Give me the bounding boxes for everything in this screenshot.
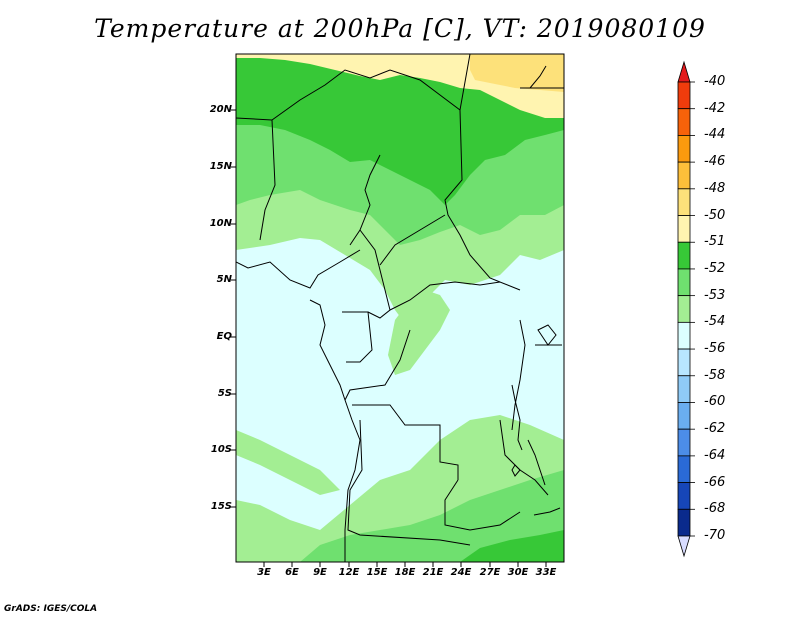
- colorbar-label: -64: [704, 447, 726, 463]
- lake-outline: [511, 464, 521, 477]
- border-line: [352, 404, 459, 480]
- colorbar-label: -40: [704, 74, 726, 89]
- colorbar-label: -66: [704, 474, 726, 490]
- colorbar-label: -68: [704, 501, 726, 517]
- coastline: [236, 249, 361, 289]
- colorbar-cap-top: [677, 60, 691, 83]
- colorbar-segment: [677, 188, 691, 216]
- colorbar-label: -50: [704, 207, 726, 223]
- lat-label: 5N: [216, 274, 232, 285]
- border-line: [444, 109, 501, 283]
- colorbar-label: -44: [704, 127, 726, 143]
- credit-text: GrADS: IGES/COLA: [4, 604, 98, 614]
- country-borders: [236, 54, 564, 562]
- lon-label: 21E: [422, 567, 444, 578]
- colorbar-segment: [677, 81, 691, 110]
- map-frame: [235, 53, 565, 563]
- colorbar-segment: [677, 268, 691, 297]
- coastline: [529, 65, 547, 89]
- colorbar-label: -42: [704, 100, 726, 116]
- lon-label: 6E: [285, 567, 299, 578]
- colorbar-label: -60: [704, 394, 726, 410]
- colorbar-label: -62: [704, 421, 726, 437]
- colorbar-label: -52: [704, 260, 726, 276]
- border-line: [359, 229, 391, 319]
- lon-label: 30E: [507, 567, 529, 578]
- colorbar-segment: [677, 402, 691, 430]
- border-line: [259, 119, 276, 241]
- colorbar-segment: [677, 321, 691, 350]
- colorbar-segment: [677, 455, 691, 483]
- lon-ticks: [263, 562, 547, 567]
- colorbar-segment: [677, 108, 691, 136]
- lat-label: 15S: [210, 501, 232, 512]
- colorbar-label: -58: [704, 367, 726, 383]
- border-line: [379, 214, 446, 266]
- lon-label: 15E: [366, 567, 388, 578]
- colorbar-label: -53: [704, 287, 726, 303]
- lat-ticks: [231, 109, 236, 508]
- coastline: [533, 507, 561, 516]
- border-line: [271, 54, 471, 121]
- colorbar-cap-bottom: [677, 535, 691, 558]
- colorbar-segment: [677, 375, 691, 403]
- temperature-field: [236, 54, 564, 562]
- lake-outline: [527, 439, 546, 486]
- lon-label: 18E: [394, 567, 416, 578]
- colorbar-label: -56: [704, 341, 726, 357]
- lat-label: 20N: [209, 104, 232, 115]
- field-region-yellow-northeast: [470, 54, 564, 92]
- colorbar-label: -46: [704, 154, 726, 170]
- field-region-deep-green-north: [236, 54, 564, 205]
- border-line: [342, 311, 373, 363]
- lon-label: 33E: [535, 567, 557, 578]
- lake-outline: [511, 384, 523, 451]
- lat-label: 10N: [209, 218, 232, 229]
- lat-label: 15N: [209, 161, 232, 172]
- colorbar-segment: [677, 135, 691, 163]
- colorbar-segment: [677, 215, 691, 243]
- coastline: [309, 299, 361, 562]
- field-region-pale-green-central: [388, 290, 450, 375]
- border-line: [344, 329, 411, 401]
- colorbar-segment: [677, 428, 691, 457]
- map-title: Temperature at 200hPa [C], VT: 201908010…: [94, 14, 706, 43]
- lon-label: 27E: [479, 567, 501, 578]
- colorbar: [677, 60, 695, 558]
- lake-outline: [537, 324, 557, 346]
- field-region-deep-green-south: [460, 530, 564, 562]
- colorbar-segment: [677, 482, 691, 510]
- field-region-green-south: [300, 470, 564, 562]
- lon-label: 12E: [338, 567, 360, 578]
- lon-label: 24E: [450, 567, 472, 578]
- lat-label: EQ: [216, 331, 232, 342]
- colorbar-segment: [677, 241, 691, 270]
- colorbar-label: -70: [704, 528, 726, 543]
- colorbar-label: -48: [704, 180, 726, 196]
- colorbar-segment: [677, 348, 691, 377]
- lat-label: 10S: [210, 444, 232, 455]
- colorbar-label: -54: [704, 314, 726, 330]
- border-line: [236, 117, 273, 121]
- lon-label: 3E: [257, 567, 271, 578]
- border-line: [511, 319, 526, 431]
- colorbar-label: -51: [704, 234, 726, 250]
- lon-label: 9E: [313, 567, 327, 578]
- colorbar-segment: [677, 508, 691, 537]
- border-line: [389, 281, 521, 311]
- field-region-pale-green-west: [236, 430, 340, 495]
- border-line: [347, 419, 471, 546]
- colorbar-segment: [677, 161, 691, 190]
- border-line: [349, 154, 381, 246]
- colorbar-segment: [677, 295, 691, 323]
- border-line: [444, 479, 521, 531]
- lat-label: 5S: [217, 388, 232, 399]
